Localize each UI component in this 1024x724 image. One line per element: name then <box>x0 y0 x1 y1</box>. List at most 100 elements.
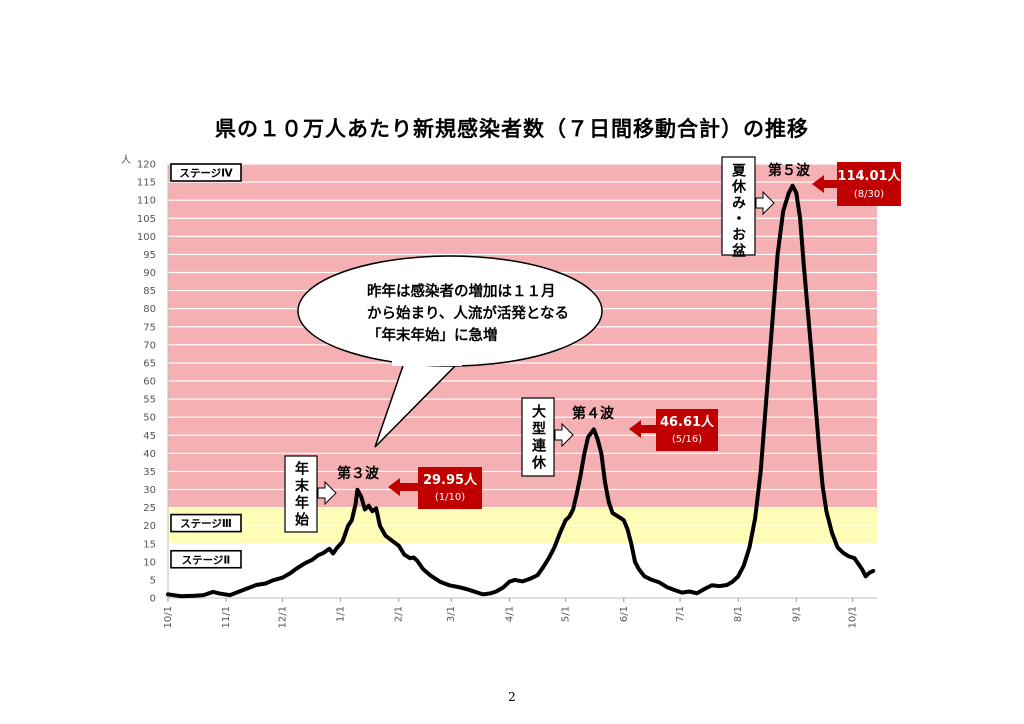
series-point <box>718 585 721 587</box>
speech-bubble-line-3: 「年末年始」に急増 <box>367 326 498 344</box>
series-point <box>868 572 871 574</box>
series-point <box>379 525 381 527</box>
series-point <box>360 496 362 498</box>
series-point <box>529 578 531 580</box>
series-point <box>565 519 567 521</box>
y-tick-label: 85 <box>143 286 156 297</box>
x-tick-label: 6/1 <box>619 606 630 622</box>
series-point <box>548 557 550 559</box>
series-point <box>651 579 653 581</box>
series-point <box>810 351 813 353</box>
series-point <box>630 543 632 545</box>
series-point <box>476 592 479 594</box>
series-point <box>304 562 306 564</box>
series-point <box>865 575 867 577</box>
wave3-cause-text: 年末年始 <box>293 460 309 529</box>
wave4-label: 第４波 <box>572 405 615 422</box>
speech-bubble-line-1: 昨年は感染者の増加は１１月 <box>367 282 556 300</box>
y-tick-label: 10 <box>143 557 156 568</box>
series-point <box>837 546 839 549</box>
series-point <box>857 563 859 565</box>
wave5-peak-box <box>837 162 901 206</box>
stage-label-3: ステージⅡ <box>170 549 242 569</box>
series-point <box>311 559 313 561</box>
series-point <box>495 590 497 593</box>
y-tick-label: 30 <box>143 485 156 496</box>
series-point <box>390 539 392 541</box>
series-point <box>482 593 484 596</box>
series-point <box>608 501 610 503</box>
series-point <box>681 592 683 594</box>
series-point <box>638 568 640 570</box>
series-point <box>281 577 283 579</box>
series-point <box>458 586 460 588</box>
series-point <box>673 589 676 591</box>
series-point <box>643 575 646 577</box>
series-point <box>471 590 473 592</box>
series-point <box>799 217 801 219</box>
series-point <box>600 452 602 454</box>
series-point <box>861 568 863 570</box>
series-point <box>289 572 291 575</box>
x-tick-label: 12/1 <box>277 606 288 628</box>
series-point <box>825 510 828 512</box>
series-point <box>788 192 790 194</box>
y-tick-label: 40 <box>143 449 156 460</box>
series-point <box>807 308 809 310</box>
wave4-cause-text: 大型連休 <box>530 403 547 472</box>
x-tick-label: 10/1 <box>848 606 859 628</box>
series-point <box>688 590 691 593</box>
series-point <box>792 185 794 187</box>
series-point <box>375 507 377 509</box>
series-point <box>490 592 492 594</box>
series-point <box>596 438 599 440</box>
series-point <box>296 567 298 569</box>
series-point <box>818 445 820 447</box>
y-tick-label: 60 <box>143 377 156 388</box>
wave5-label: 第５波 <box>768 162 811 179</box>
series-point <box>371 510 373 512</box>
y-tick-label: 90 <box>143 268 156 279</box>
series-point <box>617 516 619 518</box>
wave4-peak-box <box>656 409 718 451</box>
series-point <box>782 210 784 212</box>
stage-label-text: ステージⅡ <box>182 554 231 566</box>
series-point <box>604 481 606 483</box>
wave4-peak-value: 46.61人 <box>660 414 715 430</box>
y-tick-label: 5 <box>150 575 156 586</box>
series-point <box>743 564 745 567</box>
series-point <box>264 582 267 585</box>
wave5-peak-date: (8/30) <box>854 189 884 200</box>
series-point <box>754 517 756 520</box>
series-point <box>536 574 539 576</box>
x-tick-label: 2/1 <box>394 606 405 622</box>
y-tick-label: 120 <box>137 160 156 171</box>
series-point <box>696 592 698 594</box>
wave4-cause-arrow <box>554 422 574 448</box>
series-point <box>748 546 751 549</box>
y-tick-label: 15 <box>143 539 156 550</box>
y-tick-label: 100 <box>137 232 156 243</box>
y-tick-label: 105 <box>137 214 156 225</box>
series-point <box>580 474 582 476</box>
series-point <box>795 192 797 194</box>
x-tick-label: 9/1 <box>791 606 802 622</box>
series-point <box>583 452 586 454</box>
wave3-peak-box <box>418 467 482 509</box>
y-tick-label: 0 <box>150 594 156 605</box>
series-point <box>542 566 544 568</box>
stage-band-3 <box>168 543 877 598</box>
series-point <box>814 398 816 400</box>
series-point <box>193 595 195 597</box>
wave3-peak-date: (1/10) <box>435 492 465 503</box>
chart-title: 県の１０万人あたり新規感染者数（７日間移動合計）の推移 <box>215 117 809 141</box>
wave3-peak-arrow <box>388 478 418 496</box>
series-point <box>703 588 706 590</box>
series-point <box>236 591 238 593</box>
series-point <box>576 492 578 494</box>
wave4-annotation: 大型連休 第４波 46.61人 (5/16) <box>521 397 718 477</box>
series-point <box>553 546 556 549</box>
speech-bubble-line-2: から始まり、人流が活発となる <box>367 304 569 322</box>
series-point <box>167 593 169 596</box>
series-point <box>364 508 366 510</box>
